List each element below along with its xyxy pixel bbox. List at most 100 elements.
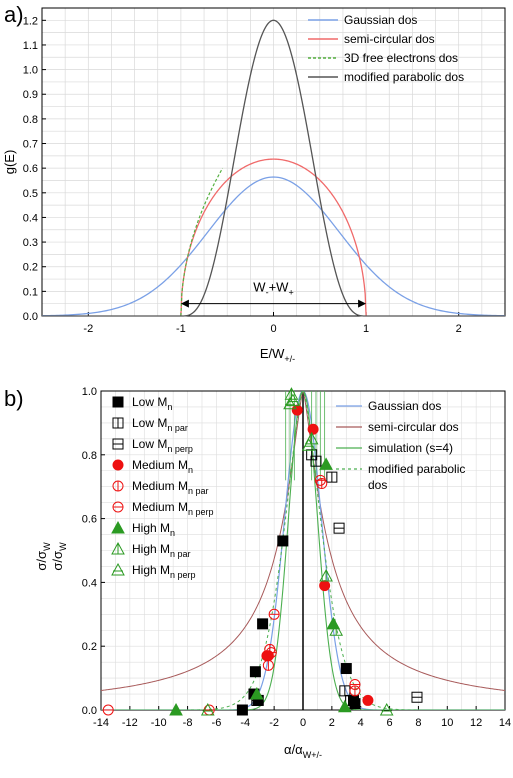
- data-point: [257, 618, 269, 630]
- legend-label-sub: n perp: [170, 570, 196, 580]
- legend-label: Gaussian dos: [368, 399, 441, 413]
- marker-circle: [291, 404, 303, 416]
- x-tick-label: 2: [329, 717, 335, 729]
- legend-label: Gaussian dos: [344, 13, 417, 27]
- y-tick-label: 1.0: [23, 65, 38, 77]
- x-tick-label: -8: [183, 717, 193, 729]
- data-point: [306, 449, 318, 461]
- legend-marker: [111, 562, 125, 576]
- marker-circle: [319, 580, 331, 592]
- legend-label-main: Medium M: [132, 458, 188, 472]
- x-tick-label: 1: [363, 323, 369, 335]
- panel-b-label: b): [4, 386, 24, 411]
- marker-triangle: [379, 702, 394, 716]
- legend-label: Low Mn par: [132, 416, 188, 433]
- x-axis-label-main: E/W: [260, 346, 285, 361]
- marker-circle: [307, 423, 319, 435]
- data-point: [262, 659, 274, 671]
- panel-b-chart: b) -14 -12 -10 -8 -6 -4 -2 0 2 4 6 8 10 12 14 0.0 0.2 0.4 0…: [4, 386, 511, 760]
- legend-marker: [111, 520, 125, 534]
- data-point: [265, 647, 277, 659]
- x-tick-label: -2: [83, 323, 93, 335]
- marker-square: [277, 535, 289, 547]
- legend-label: modified parabolic dos: [344, 70, 464, 84]
- x-tick-label: 4: [358, 717, 364, 729]
- x-tick-label: -10: [151, 717, 167, 729]
- modified-parabolic-dos-line: [101, 391, 505, 710]
- data-point: [236, 704, 248, 716]
- marker-square: [112, 396, 124, 408]
- legend-label-main: Low M: [132, 416, 167, 430]
- semi-circular-dos-line: [180, 158, 367, 317]
- x-tick-label: 6: [387, 717, 393, 729]
- bandwidth-label-w: W: [253, 280, 266, 295]
- legend-marker: [112, 417, 124, 429]
- y-tick-label: 0.7: [23, 139, 38, 151]
- panel-a-legend: Gaussian dos semi-circular dos 3D free ele…: [308, 13, 464, 84]
- data-point: [102, 704, 114, 716]
- semi-circular-dos-line: [101, 391, 505, 692]
- legend-marker: [112, 480, 124, 492]
- x-axis-label: α/αW+/-: [284, 742, 322, 760]
- data-point: [340, 663, 352, 675]
- legend-label-main: Low M: [132, 437, 167, 451]
- data-point: [268, 608, 280, 620]
- y-tick-label: 0.4: [82, 577, 97, 589]
- legend-label: Medium Mn: [132, 458, 193, 475]
- x-tick-label: 0: [300, 717, 306, 729]
- panel-b-points: [102, 387, 423, 716]
- y-tick-label: 0.6: [82, 514, 97, 526]
- legend-marker: [111, 541, 125, 555]
- marker-triangle: [249, 687, 264, 700]
- x-axis-label-sub: +/-: [284, 354, 295, 364]
- y-tick-label: 0.0: [82, 705, 97, 717]
- legend-label-main: Medium M: [132, 500, 188, 514]
- x-tick-label: 0: [270, 323, 276, 335]
- marker-triangle: [111, 562, 125, 576]
- legend-label-main: High M: [132, 563, 170, 577]
- x-tick-label: -2: [269, 717, 279, 729]
- x-axis-label-main: α/α: [284, 742, 303, 757]
- arrow-head-left: [180, 299, 189, 308]
- y-tick-label: 1.2: [23, 15, 38, 27]
- bandwidth-annotation: W-+W+: [180, 280, 367, 308]
- data-point: [319, 568, 333, 582]
- panel-a-chart: a) -2 -1 0 1 2 0.0 0.1 0.2 0.3 0.4 0.5 0.6 0.7 0.8 0.9 1…: [2, 2, 506, 364]
- legend-label: 3D free electrons dos: [344, 51, 458, 65]
- data-point: [291, 404, 303, 416]
- y-axis-label-1: σ/σW: [34, 542, 52, 571]
- data-point: [379, 702, 394, 716]
- bandwidth-label: W-+W+: [253, 280, 293, 298]
- data-point: [333, 522, 345, 534]
- arrow-head-right: [358, 299, 367, 308]
- y-tick-label: 0.2: [23, 262, 38, 274]
- y-tick-label: 0.2: [82, 641, 97, 653]
- x-tick-label: 8: [415, 717, 421, 729]
- x-tick-label: 14: [499, 717, 511, 729]
- data-point: [283, 396, 297, 410]
- data-point: [411, 691, 423, 703]
- bandwidth-label-mid: +W: [269, 280, 290, 295]
- y-tick-label: 1.0: [82, 386, 97, 398]
- y-axis-label: g(E): [2, 150, 17, 175]
- panel-b-grid: [100, 390, 506, 711]
- legend-label: semi-circular dos: [368, 420, 459, 434]
- x-axis-label-sub: W+/-: [303, 750, 322, 760]
- data-point: [349, 685, 361, 697]
- marker-triangle: [286, 393, 300, 407]
- data-point: [319, 580, 331, 592]
- marker-square: [236, 704, 248, 716]
- marker-square: [349, 698, 361, 710]
- data-point: [249, 666, 261, 678]
- marker-square: [249, 666, 261, 678]
- data-point: [326, 471, 338, 483]
- y-tick-label: 0.3: [23, 237, 38, 249]
- legend-label: modified parabolic: [368, 462, 465, 476]
- legend-label-sub: n par: [167, 423, 188, 433]
- y-tick-label: 0.6: [23, 163, 38, 175]
- bandwidth-label-sub2: +: [288, 288, 293, 298]
- data-point: [329, 623, 344, 636]
- legend-label-main: High M: [132, 521, 170, 535]
- legend-label: simulation (s=4): [368, 441, 453, 455]
